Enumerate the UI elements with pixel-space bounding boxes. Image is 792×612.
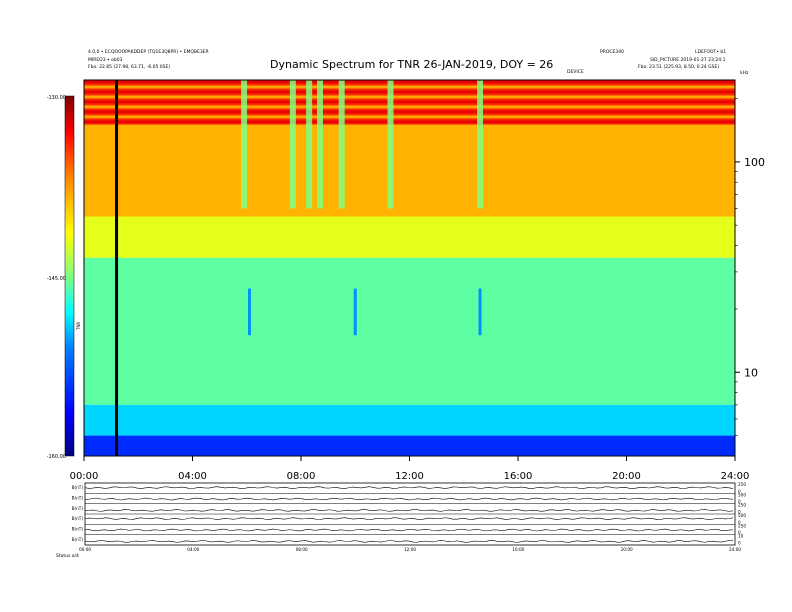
bottom-panel-right-tick-bottom-5: 0	[738, 541, 741, 546]
bottom-panel-right-tick-bottom-2: 0	[738, 510, 741, 515]
x-tick-label-4: 16:00	[504, 471, 533, 482]
spectrum-stripe-0	[84, 80, 735, 84]
bottom-panel-right-tick-top-0: 250	[738, 482, 746, 487]
spectrum-stripe-3	[84, 95, 735, 99]
bottom-panel-trace-3	[84, 517, 734, 520]
header-info-line-3: Fbo: 22.85 (27.98, 63.71, -6.05 0SE)	[88, 65, 171, 70]
spectrum-stripe-1	[84, 85, 735, 89]
bottom-panel-right-tick-bottom-4: 0	[738, 530, 741, 535]
bottom-panel-x-tick-5: 20:00	[621, 547, 633, 552]
spectrum-band-3	[84, 257, 735, 405]
bottom-panel-label-4: B(nT)	[72, 527, 84, 532]
x-tick-label-0: 00:00	[70, 471, 99, 482]
bottom-panel-x-tick-6: 24:00	[729, 547, 741, 552]
x-tick-label-5: 20:00	[612, 471, 641, 482]
header-device-label: DEVICE	[567, 70, 584, 75]
bottom-panel-right-tick-top-1: 500	[738, 492, 746, 497]
header-right-line-1: PROCE340	[600, 50, 624, 55]
spectrum-band-4	[84, 404, 735, 436]
chart-title: Dynamic Spectrum for TNR 26-JAN-2019, DO…	[270, 58, 554, 71]
bottom-panel-x-tick-3: 12:00	[404, 547, 416, 552]
spectrum-stripe-2	[84, 90, 735, 94]
spectrogram-bursts	[241, 80, 484, 336]
bottom-panel-right-tick-top-5: 10	[738, 534, 744, 539]
bottom-panel-label-0: B(nT)	[72, 485, 84, 490]
bottom-panel-right-tick-top-2: 250	[738, 503, 746, 508]
x-tick-label-6: 24:00	[721, 471, 750, 482]
spectrum-stripe-7	[84, 115, 735, 119]
radio-burst-2	[306, 80, 313, 209]
bottom-panel-label-3: B(nT)	[72, 516, 84, 521]
y-axis-ticks: 100 10	[735, 98, 765, 436]
radio-burst-6	[477, 80, 484, 209]
x-axis-ticks: 00:00 04:00 08:00 12:00 16:00 20:00 24:00	[70, 456, 750, 482]
bottom-panel-label-1: B(nT)	[72, 496, 84, 501]
spectrum-stripe-5	[84, 105, 735, 109]
colorbar-tick-bottom: -160.00	[47, 454, 66, 460]
weak-feature-2	[478, 288, 482, 336]
weak-feature-0	[247, 288, 251, 336]
bottom-panel-x-tick-0: 00:00	[79, 547, 91, 552]
colorbar	[64, 95, 75, 457]
spectrogram-stripes	[84, 80, 735, 124]
bottom-panel-x-tick-1: 04:00	[187, 547, 199, 552]
bottom-panel-right-tick-bottom-1: 0	[738, 499, 741, 504]
header-info-line-2: MIREO3 • ob03	[88, 58, 123, 63]
x-tick-label-2: 08:00	[287, 471, 316, 482]
bottom-panel-trace-1	[84, 497, 734, 501]
bottom-panel-right-tick-top-4: 250	[738, 523, 746, 528]
y-tick-label-1: 10	[744, 366, 758, 379]
bottom-panel-x-tick-4: 16:00	[512, 547, 524, 552]
header-right-line-4: Fbo: 23.51 (225.93, 8.50, 0.24 GSE)	[638, 65, 720, 70]
spectrum-band-2	[84, 216, 735, 258]
x-tick-label-3: 12:00	[395, 471, 424, 482]
spectrum-band-5	[84, 435, 735, 456]
bottom-panel-trace-4	[84, 528, 734, 532]
bottom-panel-trace-0	[84, 486, 734, 489]
colorbar-tick-mid: -145.00	[47, 276, 66, 282]
bottom-panel-label-5: B(nT)	[72, 537, 84, 542]
bottom-panel-right-tick-bottom-0: 0	[738, 489, 741, 494]
radio-burst-0	[241, 80, 248, 209]
spectrum-stripe-4	[84, 100, 735, 104]
bottom-panel-right-tick-bottom-3: 0	[738, 520, 741, 525]
radio-burst-3	[316, 80, 323, 209]
radio-burst-5	[387, 80, 394, 209]
radio-burst-1	[289, 80, 296, 209]
spectrum-band-1	[84, 124, 735, 217]
header-right-line-3: SID_PICTURE 2019-01-27 23:24:1	[650, 58, 726, 63]
bottom-panels: B(nT)2500B(nT)5000B(nT)2500B(nT)5000B(nT…	[72, 482, 747, 552]
x-tick-label-1: 04:00	[178, 471, 207, 482]
bottom-panel-label-2: B(nT)	[72, 506, 84, 511]
bottom-panel-x-tick-2: 08:00	[296, 547, 308, 552]
axis-unit-label: kHz	[740, 71, 749, 76]
bottom-panel-right-tick-top-3: 500	[738, 513, 746, 518]
status-label: Status a/4	[56, 554, 79, 559]
y-tick-label-0: 100	[744, 156, 765, 169]
bottom-panel-trace-2	[84, 509, 734, 512]
radio-burst-4	[338, 80, 345, 209]
spectrogram-background	[84, 80, 735, 456]
spectrum-stripe-8	[84, 120, 735, 124]
colorbar-tick-top: -130.00	[47, 95, 66, 101]
bottom-panel-trace-5	[84, 540, 734, 543]
header-right-line-2: LDEFOOT• b1	[695, 50, 727, 55]
spectrum-stripe-6	[84, 110, 735, 114]
colorbar-label: TNR	[76, 322, 81, 331]
header-info-line-1: 4.0,0 • ECQOOOPAKDDEP (TQ1E3Q8PR) • EMQB…	[88, 50, 209, 55]
weak-feature-1	[353, 288, 357, 336]
